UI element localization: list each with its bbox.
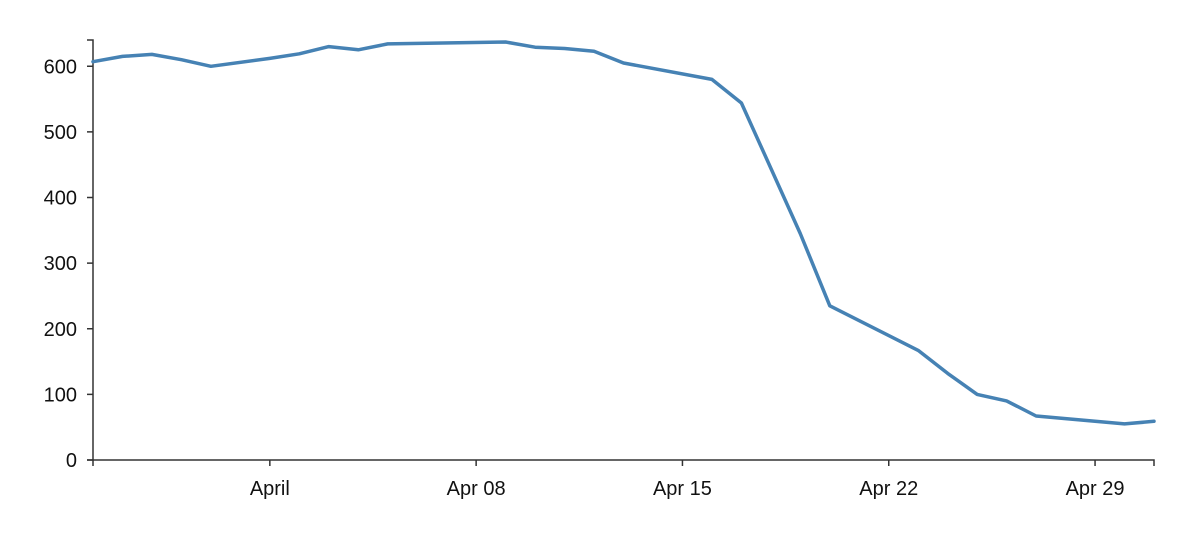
y-tick-label: 100 xyxy=(44,384,77,406)
y-axis-line xyxy=(87,39,94,461)
y-axis: 0 100 200 300 400 500 600 xyxy=(44,39,94,472)
series-line xyxy=(91,40,1156,426)
series-layer xyxy=(91,40,1156,426)
x-axis-line xyxy=(92,459,1155,466)
y-tick-label: 500 xyxy=(44,122,77,144)
y-tick-label: 600 xyxy=(44,56,77,78)
y-tick-label: 400 xyxy=(44,188,77,210)
x-tick-label: Apr 08 xyxy=(447,478,506,500)
x-tick-label: Apr 29 xyxy=(1066,478,1125,500)
y-tick-label: 0 xyxy=(66,450,77,472)
y-tick-label: 200 xyxy=(44,319,77,341)
x-axis: April Apr 08 Apr 15 Apr 22 Apr 29 xyxy=(92,459,1155,500)
x-tick-label: Apr 22 xyxy=(859,478,918,500)
x-tick-label: Apr 15 xyxy=(653,478,712,500)
y-tick-label: 300 xyxy=(44,253,77,275)
x-tick-label: April xyxy=(250,478,290,500)
